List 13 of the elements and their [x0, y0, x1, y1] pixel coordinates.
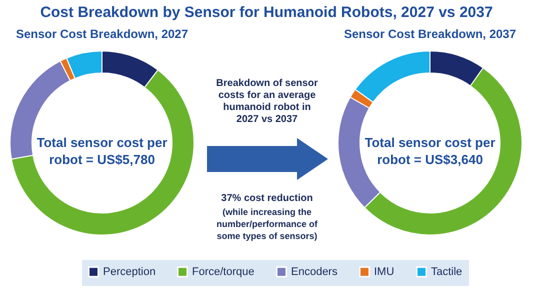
- legend-label: IMU: [374, 266, 394, 278]
- text: 37% cost reduction: [221, 193, 313, 204]
- text: Cost Breakdown by Sensor for Humanoid Robots, 2027 vs 2037: [40, 4, 493, 21]
- text: Breakdown of sensor costs for an average humanoid robot in 2027 vs 2037: [216, 78, 318, 125]
- legend-label: Encoders: [291, 266, 338, 278]
- legend-label: Tactile: [431, 266, 462, 278]
- text: Total sensor cost per robot = US$3,640: [364, 135, 496, 167]
- legend-label: Force/torque: [192, 266, 254, 278]
- chart-title: Sensor Cost Breakdown, 2037: [344, 27, 516, 41]
- text: (while increasing the number/performance of some types of sensors): [216, 207, 319, 241]
- text: Total sensor cost per robot = US$5,780: [36, 135, 168, 167]
- chart-title: Sensor Cost Breakdown, 2027: [16, 27, 188, 41]
- legend-label: Perception: [103, 266, 156, 278]
